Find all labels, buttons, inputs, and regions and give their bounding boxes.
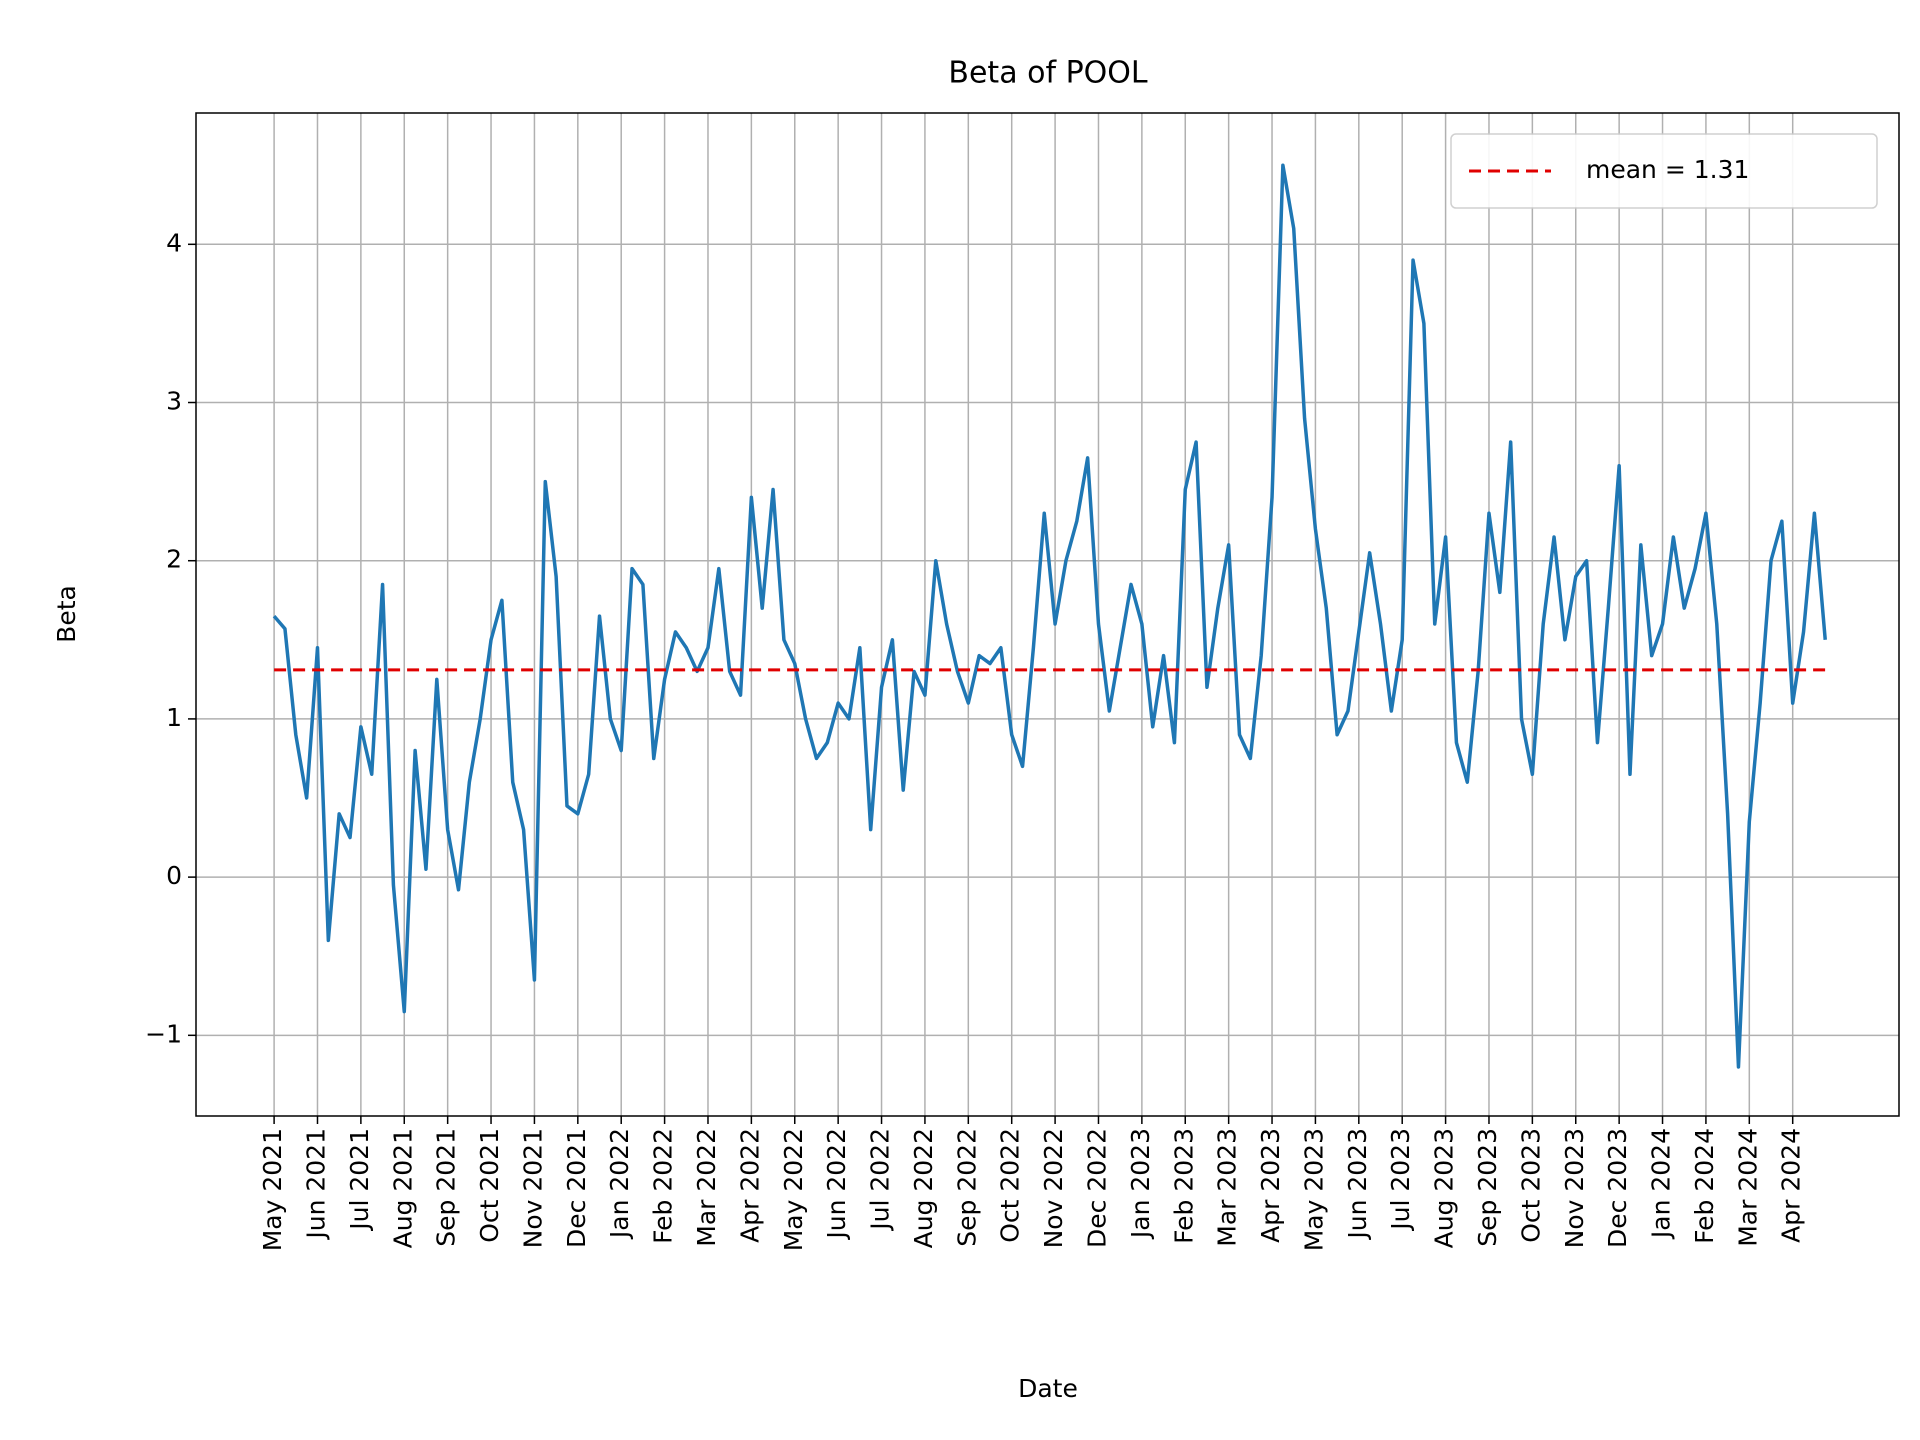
x-tick-label: Apr 2024 — [1777, 1128, 1806, 1243]
x-tick-label: Mar 2024 — [1733, 1128, 1762, 1247]
x-tick-label: Jan 2024 — [1647, 1128, 1676, 1240]
y-tick-label: 1 — [166, 703, 182, 732]
x-tick-label: Jun 2021 — [301, 1128, 330, 1241]
x-tick-label: Aug 2023 — [1430, 1128, 1459, 1248]
x-tick-label: Mar 2022 — [692, 1128, 721, 1247]
y-axis-label: Beta — [52, 585, 81, 643]
legend-box — [1450, 133, 1878, 209]
x-tick-label: Jun 2022 — [822, 1128, 851, 1241]
x-tick-label: Jul 2023 — [1386, 1128, 1415, 1232]
x-tick-label: Oct 2021 — [475, 1128, 504, 1243]
x-tick-label: Sep 2022 — [952, 1128, 981, 1247]
x-tick-label: Jan 2022 — [605, 1128, 634, 1240]
x-tick-label: May 2023 — [1299, 1128, 1328, 1251]
x-tick-label: Feb 2024 — [1690, 1128, 1719, 1244]
x-tick-label: Aug 2021 — [388, 1128, 417, 1248]
x-tick-label: Apr 2023 — [1256, 1128, 1285, 1243]
x-tick-label: Jun 2023 — [1343, 1128, 1372, 1241]
x-tick-label: Nov 2021 — [518, 1128, 547, 1248]
plot-frame — [195, 112, 1900, 1117]
y-tick-label: 0 — [166, 861, 182, 890]
x-tick-label: Aug 2022 — [909, 1128, 938, 1248]
legend-label: mean = 1.31 — [1586, 155, 1749, 184]
x-tick-label: Dec 2023 — [1603, 1128, 1632, 1248]
x-tick-label: Nov 2022 — [1039, 1128, 1068, 1248]
x-tick-label: Jan 2023 — [1126, 1128, 1155, 1240]
y-tick-label: 2 — [166, 545, 182, 574]
x-tick-label: Mar 2023 — [1213, 1128, 1242, 1247]
y-tick-label: −1 — [145, 1019, 182, 1048]
chart-title: Beta of POOL — [948, 56, 1147, 91]
x-tick-label: May 2022 — [779, 1128, 808, 1251]
x-tick-label: Feb 2023 — [1169, 1128, 1198, 1244]
x-tick-label: Dec 2021 — [562, 1128, 591, 1248]
x-axis-label: Date — [1018, 1374, 1078, 1403]
x-tick-label: Jul 2022 — [866, 1128, 895, 1232]
x-tick-label: Sep 2021 — [432, 1128, 461, 1247]
x-tick-label: Sep 2023 — [1473, 1128, 1502, 1247]
x-tick-label: Apr 2022 — [735, 1128, 764, 1243]
x-tick-label: Jul 2021 — [345, 1128, 374, 1232]
y-tick-label: 3 — [166, 387, 182, 416]
x-tick-label: Nov 2023 — [1560, 1128, 1589, 1248]
x-tick-label: Feb 2022 — [649, 1128, 678, 1244]
x-tick-label: May 2021 — [258, 1128, 287, 1251]
x-tick-label: Oct 2022 — [996, 1128, 1025, 1243]
x-tick-label: Oct 2023 — [1516, 1128, 1545, 1243]
x-tick-label: Dec 2022 — [1082, 1128, 1111, 1248]
y-tick-label: 4 — [166, 228, 182, 257]
data-line — [272, 163, 1827, 1069]
